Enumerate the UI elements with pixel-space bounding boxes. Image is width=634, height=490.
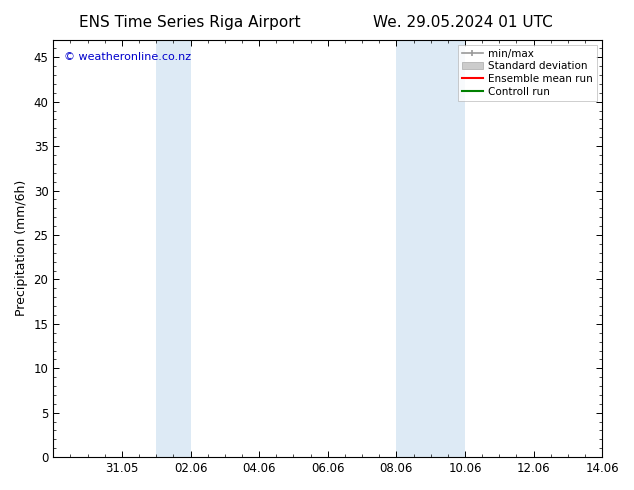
Text: © weatheronline.co.nz: © weatheronline.co.nz	[64, 52, 191, 62]
Text: We. 29.05.2024 01 UTC: We. 29.05.2024 01 UTC	[373, 15, 553, 30]
Bar	[156, 40, 190, 457]
Legend: min/max, Standard deviation, Ensemble mean run, Controll run: min/max, Standard deviation, Ensemble me…	[458, 45, 597, 101]
Y-axis label: Precipitation (mm/6h): Precipitation (mm/6h)	[15, 180, 28, 317]
Text: ENS Time Series Riga Airport: ENS Time Series Riga Airport	[79, 15, 301, 30]
Bar	[396, 40, 465, 457]
